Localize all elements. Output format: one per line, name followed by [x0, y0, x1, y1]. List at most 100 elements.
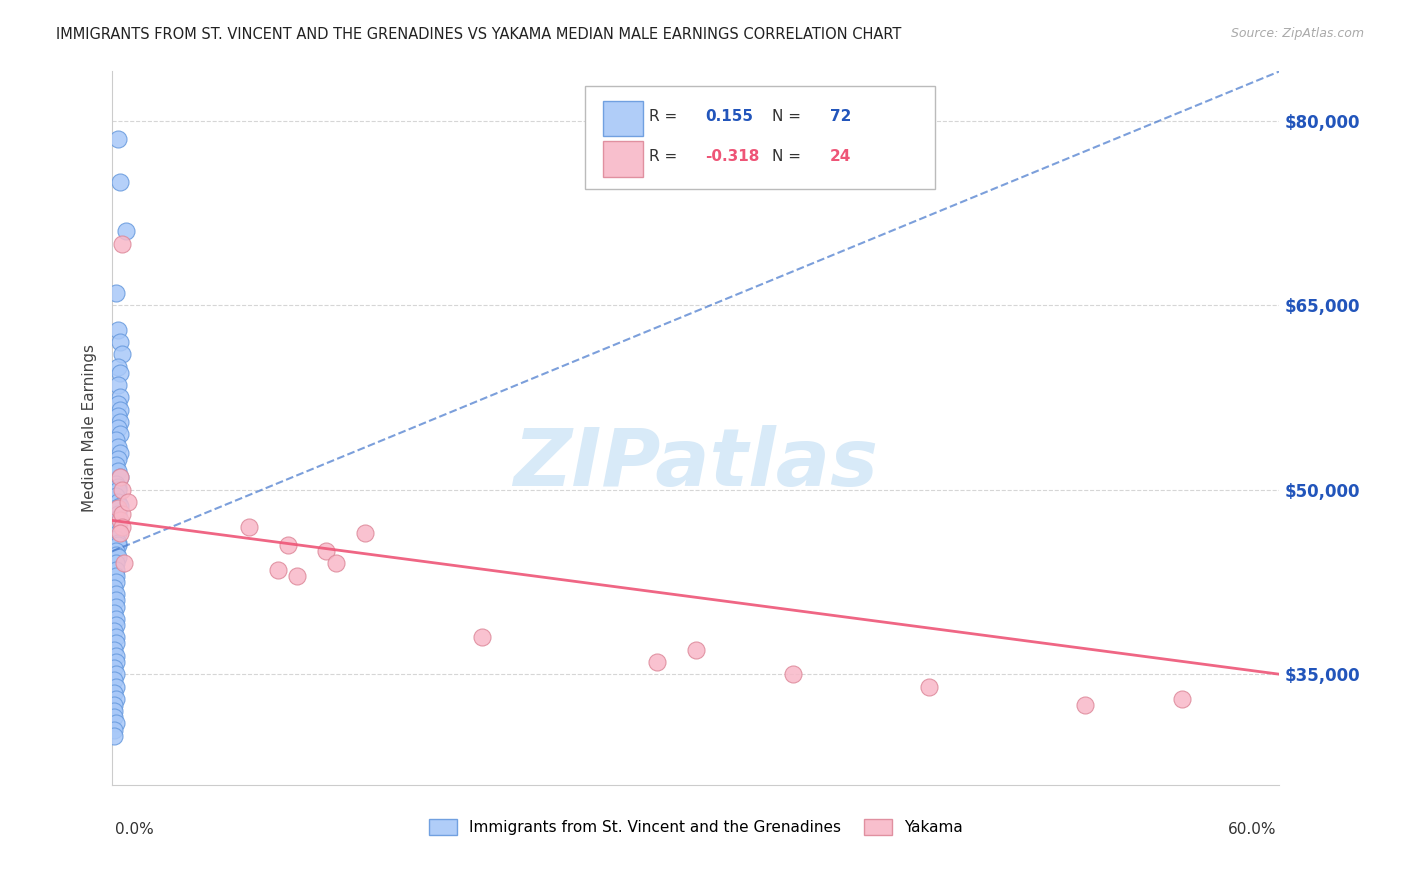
Point — [111, 519, 134, 533]
Point — [285, 569, 308, 583]
Point — [103, 673, 125, 688]
Point — [103, 581, 125, 595]
Text: IMMIGRANTS FROM ST. VINCENT AND THE GRENADINES VS YAKAMA MEDIAN MALE EARNINGS CO: IMMIGRANTS FROM ST. VINCENT AND THE GREN… — [56, 27, 901, 42]
Point — [103, 686, 125, 700]
Point — [103, 710, 125, 724]
Point — [471, 630, 494, 644]
Point — [645, 655, 668, 669]
Point — [105, 501, 128, 516]
Point — [105, 612, 128, 626]
Point — [103, 624, 125, 639]
Point — [105, 489, 128, 503]
Point — [105, 532, 128, 546]
Text: ZIPatlas: ZIPatlas — [513, 425, 879, 503]
Point — [107, 550, 129, 565]
Point — [110, 391, 132, 405]
Point — [105, 680, 128, 694]
Point — [105, 655, 128, 669]
Point — [107, 483, 129, 497]
Point — [105, 630, 128, 644]
Point — [105, 513, 128, 527]
Point — [110, 470, 132, 484]
Text: -0.318: -0.318 — [706, 150, 759, 164]
FancyBboxPatch shape — [603, 101, 644, 136]
Point — [107, 359, 129, 374]
Point — [105, 618, 128, 632]
Point — [111, 236, 134, 251]
Point — [110, 427, 132, 442]
Point — [105, 593, 128, 607]
Point — [107, 132, 129, 146]
Legend: Immigrants from St. Vincent and the Grenadines, Yakama: Immigrants from St. Vincent and the Gren… — [423, 814, 969, 841]
Text: 0.155: 0.155 — [706, 110, 754, 124]
Point — [103, 642, 125, 657]
Point — [103, 729, 125, 743]
Text: N =: N = — [772, 110, 806, 124]
Point — [110, 513, 132, 527]
Point — [107, 519, 129, 533]
Point — [103, 698, 125, 712]
Point — [112, 557, 135, 571]
Point — [103, 723, 125, 737]
Point — [782, 667, 804, 681]
Point — [110, 366, 132, 380]
Point — [105, 285, 128, 300]
Point — [110, 334, 132, 349]
Point — [105, 599, 128, 614]
Point — [103, 661, 125, 675]
Point — [107, 421, 129, 435]
Point — [107, 409, 129, 423]
Text: 0.0%: 0.0% — [115, 822, 155, 837]
Point — [107, 464, 129, 478]
Point — [110, 470, 132, 484]
Point — [105, 523, 128, 537]
FancyBboxPatch shape — [603, 141, 644, 177]
Point — [107, 511, 129, 525]
Text: R =: R = — [650, 150, 682, 164]
Point — [1074, 698, 1097, 712]
Point — [107, 451, 129, 466]
Point — [105, 476, 128, 491]
Point — [276, 538, 298, 552]
Point — [103, 704, 125, 718]
Text: N =: N = — [772, 150, 806, 164]
Point — [105, 557, 128, 571]
Point — [105, 716, 128, 731]
Point — [267, 563, 290, 577]
Point — [105, 563, 128, 577]
Point — [105, 574, 128, 589]
Point — [105, 587, 128, 601]
Point — [111, 347, 134, 361]
Point — [103, 606, 125, 620]
Text: Source: ZipAtlas.com: Source: ZipAtlas.com — [1230, 27, 1364, 40]
Point — [105, 667, 128, 681]
Point — [110, 499, 132, 513]
Point — [107, 495, 129, 509]
Point — [110, 175, 132, 189]
Text: 72: 72 — [830, 110, 852, 124]
Point — [105, 648, 128, 663]
Text: R =: R = — [650, 110, 682, 124]
Text: 60.0%: 60.0% — [1229, 822, 1277, 837]
Point — [110, 402, 132, 417]
Point — [115, 224, 138, 238]
Point — [105, 548, 128, 562]
Point — [105, 458, 128, 472]
Point — [111, 483, 134, 497]
Point — [107, 396, 129, 410]
Point — [918, 680, 941, 694]
Point — [110, 446, 132, 460]
FancyBboxPatch shape — [585, 86, 935, 189]
Point — [107, 378, 129, 392]
Point — [107, 501, 129, 516]
Point — [111, 508, 134, 522]
Point — [107, 525, 129, 540]
Point — [110, 525, 132, 540]
Point — [105, 434, 128, 448]
Point — [117, 495, 139, 509]
Point — [325, 557, 347, 571]
Point — [110, 415, 132, 429]
Point — [1171, 691, 1194, 706]
Point — [107, 440, 129, 454]
Point — [238, 519, 260, 533]
